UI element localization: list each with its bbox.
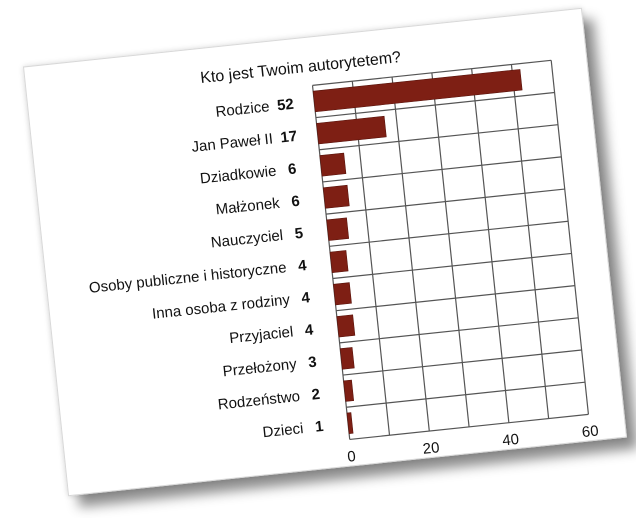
grid-line-vertical — [351, 81, 391, 436]
value-label: 17 — [280, 128, 298, 147]
category-label: Rodzice — [215, 98, 271, 121]
value-label: 2 — [311, 386, 321, 404]
value-label: 52 — [276, 96, 294, 115]
category-label: Inna osoba z rodziny — [151, 291, 291, 322]
bar-8 — [339, 347, 355, 370]
x-tick-label: 0 — [347, 448, 357, 466]
grid-line-horizontal — [349, 413, 589, 441]
value-label: 6 — [291, 193, 301, 211]
value-label: 4 — [301, 289, 312, 307]
grid-line-vertical — [510, 64, 550, 419]
bar-series — [312, 69, 523, 434]
bar-5 — [329, 250, 349, 274]
category-label: Nauczyciel — [210, 227, 284, 251]
value-labels: 52 17 6 6 5 4 4 4 3 2 1 — [276, 96, 324, 436]
category-label: Dzieci — [262, 420, 304, 441]
category-label: Małżonek — [215, 195, 281, 219]
grid-line-horizontal — [322, 156, 562, 183]
x-tick-label: 40 — [501, 431, 519, 450]
grid-line-horizontal — [332, 252, 572, 280]
grid-line-horizontal — [325, 188, 565, 215]
x-tick-label: 20 — [422, 439, 440, 458]
bar-9 — [343, 379, 355, 402]
category-label: Osoby publiczne i historyczne — [88, 259, 287, 297]
x-axis-ticks: 0 20 40 60 — [347, 422, 600, 465]
grid-line-vertical — [391, 76, 430, 432]
grid-line-horizontal — [319, 124, 559, 151]
bar-2 — [319, 152, 347, 177]
grid-line-vertical — [471, 68, 510, 423]
grid-line-horizontal — [329, 220, 569, 247]
category-labels: Rodzice Jan Paweł II Dziadkowie Małżonek Nau… — [88, 98, 304, 441]
grid-line-vertical — [550, 60, 590, 415]
bar-0 — [312, 69, 523, 113]
category-label: Dziadkowie — [199, 163, 277, 188]
bar-6 — [333, 282, 352, 306]
bar-3 — [322, 184, 350, 209]
x-tick-label: 60 — [581, 422, 599, 441]
bar-4 — [326, 217, 350, 241]
category-label: Rodzeństwo — [217, 388, 301, 414]
category-label: Przyjaciel — [228, 324, 294, 348]
grid-line-horizontal — [312, 59, 552, 86]
value-label: 4 — [304, 321, 315, 339]
grid-line-vertical — [431, 72, 470, 427]
chart-grid — [311, 59, 590, 441]
bar-7 — [336, 314, 356, 338]
bar-chart: Kto jest Twoim autorytetem? Rodzice Jan P… — [88, 49, 600, 466]
grid-line-horizontal — [339, 317, 579, 344]
value-label: 1 — [314, 418, 324, 436]
bar-10 — [346, 412, 354, 434]
value-label: 4 — [297, 257, 308, 275]
value-label: 6 — [287, 160, 297, 178]
grid-line-horizontal — [342, 349, 582, 376]
chart-title: Kto jest Twoim autorytetem? — [200, 49, 402, 87]
bar-1 — [316, 115, 387, 145]
value-label: 5 — [294, 225, 304, 243]
grid-line-horizontal — [346, 381, 586, 408]
category-label: Jan Paweł II — [191, 130, 274, 155]
grid-line-horizontal — [336, 285, 575, 312]
chart-card: Kto jest Twoim autorytetem? Rodzice Jan P… — [22, 7, 628, 497]
grid-line-horizontal — [315, 91, 555, 119]
category-label: Przełożony — [222, 356, 298, 381]
value-label: 3 — [307, 354, 317, 372]
